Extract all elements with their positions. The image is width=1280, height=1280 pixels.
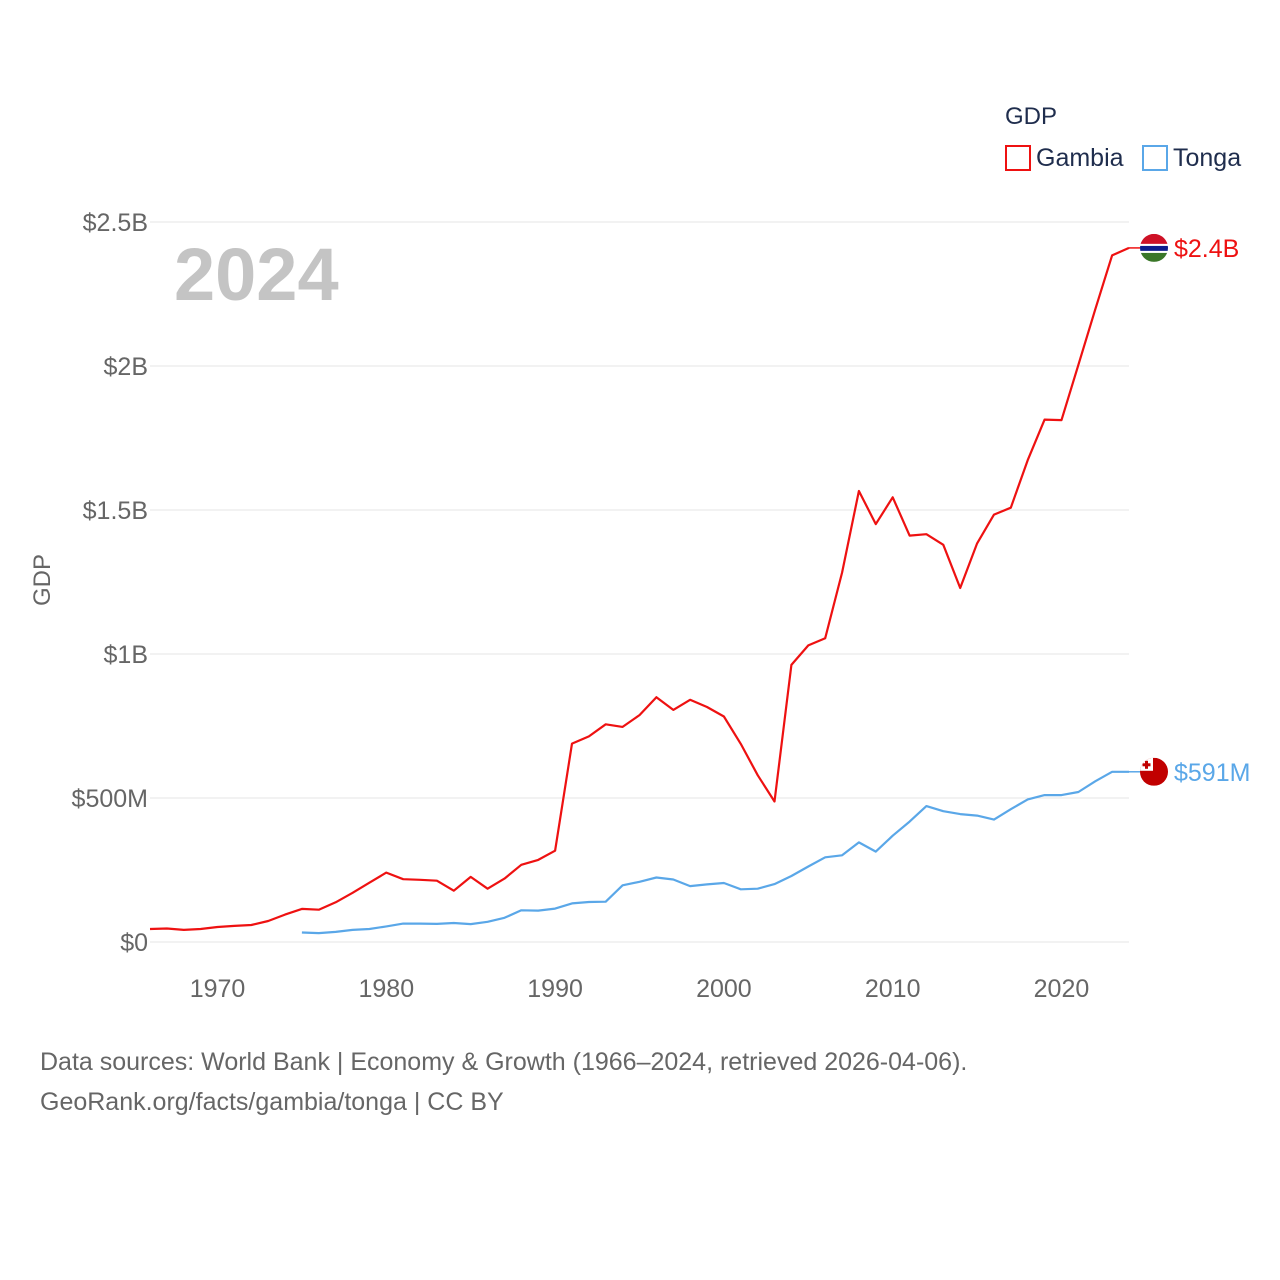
series-line-tonga[interactable]	[301, 770, 1129, 935]
legend-label-gambia: Gambia	[1036, 144, 1124, 172]
tonga-flag-icon	[1140, 757, 1168, 786]
y-tick-label: $1B	[104, 641, 148, 669]
end-value-label-gambia: $2.4B	[1174, 235, 1239, 263]
legend-swatch-gambia	[1005, 145, 1031, 171]
y-tick-label: $2B	[104, 353, 148, 381]
gambia-flag-icon	[1140, 233, 1168, 262]
x-axis-ticks: 1970 1980 1990 2000 2010 2020	[190, 975, 1090, 1003]
x-tick-label: 1990	[527, 975, 583, 1003]
legend-swatch-tonga	[1142, 145, 1168, 171]
source-line-2[interactable]: GeoRank.org/facts/gambia/tonga | CC BY	[40, 1088, 504, 1116]
series-line-gambia[interactable]	[149, 246, 1130, 932]
source-note: Data sources: World Bank | Economy & Gro…	[40, 1042, 967, 1122]
legend-item-tonga[interactable]: Tonga	[1142, 144, 1241, 172]
legend-item-gambia[interactable]: Gambia	[1005, 144, 1124, 172]
gdp-line-chart: $0 $500M $1B $1.5B $2B $2.5B 1970 1980 1990 2000…	[29, 103, 1250, 1003]
y-tick-label: $500M	[72, 785, 148, 813]
y-tick-label: $0	[120, 929, 148, 957]
y-axis-title: GDP	[29, 554, 56, 606]
legend-label-tonga: Tonga	[1173, 144, 1241, 172]
x-tick-label: 1970	[190, 975, 246, 1003]
gridlines	[150, 221, 1129, 943]
y-tick-label: $2.5B	[83, 209, 148, 237]
end-value-label-tonga: $591M	[1174, 759, 1250, 787]
series-lines	[149, 246, 1130, 935]
y-tick-label: $1.5B	[83, 497, 148, 525]
x-tick-label: 2020	[1034, 975, 1090, 1003]
x-tick-label: 1980	[358, 975, 414, 1003]
year-label: 2024	[174, 233, 339, 316]
legend: GDP Gambia Tonga	[1005, 103, 1241, 172]
legend-title: GDP	[1005, 103, 1057, 130]
x-tick-label: 2010	[865, 975, 921, 1003]
x-tick-label: 2000	[696, 975, 752, 1003]
source-line-1: Data sources: World Bank | Economy & Gro…	[40, 1048, 968, 1076]
y-axis-ticks: $0 $500M $1B $1.5B $2B $2.5B	[72, 209, 148, 957]
end-markers: $2.4B $591M	[1129, 233, 1250, 787]
